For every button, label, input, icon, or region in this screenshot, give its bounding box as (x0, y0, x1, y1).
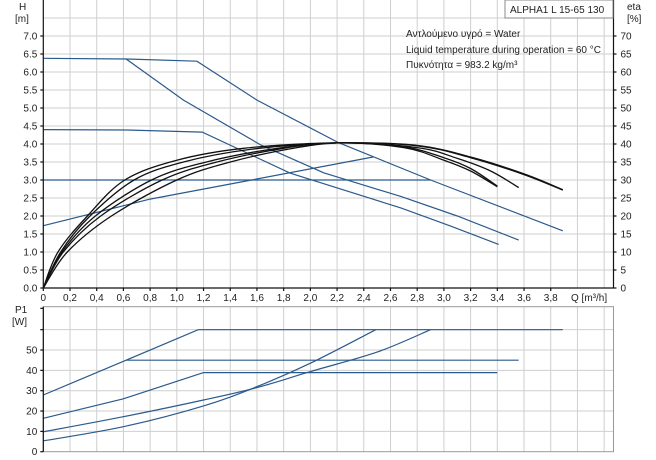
annotation-liquid: Αντλούμενο υγρό = Water (406, 28, 521, 40)
y2-tick-label: 25 (621, 194, 633, 205)
x-axis-label: Q [m³/h] (571, 293, 607, 304)
power-curve-line (43, 372, 498, 419)
lower-y-tick-label: 40 (26, 366, 38, 377)
lower-y-tick-label: 10 (26, 427, 38, 438)
y-tick-label: 7.0 (23, 32, 37, 43)
y-tick-label: 4.0 (23, 140, 37, 151)
pump-curve-line (42, 142, 498, 289)
lower-plot-frame (42, 306, 615, 453)
y-tick-label: 6.0 (23, 68, 37, 79)
y-tick-label: 6.5 (23, 50, 37, 61)
x-tick-label: 3,0 (437, 293, 451, 304)
pump-curve-line (42, 142, 498, 289)
x-tick-label: 1,0 (170, 293, 184, 304)
y-tick-label: 2.5 (23, 194, 37, 205)
y2-tick-label: 55 (621, 86, 633, 97)
model-label-box (504, 0, 614, 19)
x-tick-label: 2,4 (357, 293, 371, 304)
lower-series (43, 329, 563, 442)
y-axis-unit: [m] (15, 14, 29, 25)
y2-tick-label: 35 (621, 158, 633, 169)
y-tick-label: 1.0 (23, 248, 37, 259)
x-tick-label: 2,0 (303, 293, 317, 304)
pump-curve-line (42, 142, 520, 289)
y2-tick-label: 65 (621, 50, 633, 61)
x-tick-label: 2,6 (384, 293, 398, 304)
y-tick-label: 4.5 (23, 122, 37, 133)
lower-y-axis-label: P1 (15, 305, 28, 316)
y2-axis-unit: [%] (627, 14, 642, 25)
y2-tick-label: 15 (621, 230, 633, 241)
control-curve-line (125, 58, 519, 241)
y2-tick-label: 60 (621, 68, 633, 79)
axes: 0 0,2 0,4 0,6 0,8 1,0 1,2 1,4 1,6 1,8 2,0 2,2 2,4 2,6… (23, 0, 632, 458)
y-tick-label: 0.0 (23, 284, 37, 295)
annotation-temperature: Liquid temperature during operation = 60… (406, 45, 601, 56)
control-curve-line (43, 156, 374, 227)
x-tick-label: 1,2 (197, 293, 211, 304)
model-label: ALPHA1 L 15-65 130 (510, 5, 605, 16)
y-tick-label: 3.0 (23, 176, 37, 187)
y-tick-label: 5.5 (23, 86, 37, 97)
x-tick-label: 0,2 (63, 293, 77, 304)
x-tick-label: 3,2 (464, 293, 478, 304)
y2-axis-label: eta (627, 2, 641, 13)
lower-y-axis-unit: [W] (12, 317, 27, 328)
x-tick-label: 1,8 (277, 293, 291, 304)
y-tick-label: 0.5 (23, 266, 37, 277)
y-tick-label: 1.5 (23, 230, 37, 241)
power-curve-line (43, 329, 431, 433)
lower-y-tick-label: 20 (26, 407, 38, 418)
y2-tick-label: 5 (621, 266, 627, 277)
y-tick-label: 3.5 (23, 158, 37, 169)
y2-tick-label: 50 (621, 104, 633, 115)
power-curve-line (43, 329, 563, 396)
y2-tick-label: 70 (621, 32, 633, 43)
y-axis-label: H (19, 2, 26, 13)
lower-grid (42, 306, 615, 453)
lower-y-tick-label: 50 (26, 346, 38, 357)
x-tick-label: 0,8 (143, 293, 157, 304)
x-tick-label: 0,4 (90, 293, 104, 304)
x-tick-label: 1,6 (250, 293, 264, 304)
power-curve-line (43, 329, 377, 442)
annotation-density: Πυκνότητα = 983.2 kg/m³ (406, 59, 518, 71)
x-tick-label: 0 (41, 293, 47, 304)
pump-curve-line (42, 142, 564, 289)
x-tick-label: 0,6 (116, 293, 130, 304)
x-tick-label: 3,8 (544, 293, 558, 304)
x-tick-label: 3,6 (517, 293, 531, 304)
y2-tick-label: 20 (621, 212, 633, 223)
y-tick-label: 2.0 (23, 212, 37, 223)
x-tick-label: 2,2 (330, 293, 344, 304)
y-tick-label: 5.0 (23, 104, 37, 115)
lower-y-tick-label: 30 (26, 386, 38, 397)
lower-y-tick-label: 0 (32, 447, 38, 458)
y2-tick-label: 45 (621, 122, 633, 133)
pump-curve-line (42, 142, 564, 289)
y2-tick-label: 40 (621, 140, 633, 151)
x-tick-label: 2,8 (410, 293, 424, 304)
x-tick-label: 1,4 (223, 293, 237, 304)
y2-tick-label: 10 (621, 248, 633, 259)
y2-tick-label: 30 (621, 176, 633, 187)
y2-tick-label: 0 (621, 284, 627, 295)
x-tick-label: 3,4 (490, 293, 504, 304)
upper-series (42, 57, 564, 289)
